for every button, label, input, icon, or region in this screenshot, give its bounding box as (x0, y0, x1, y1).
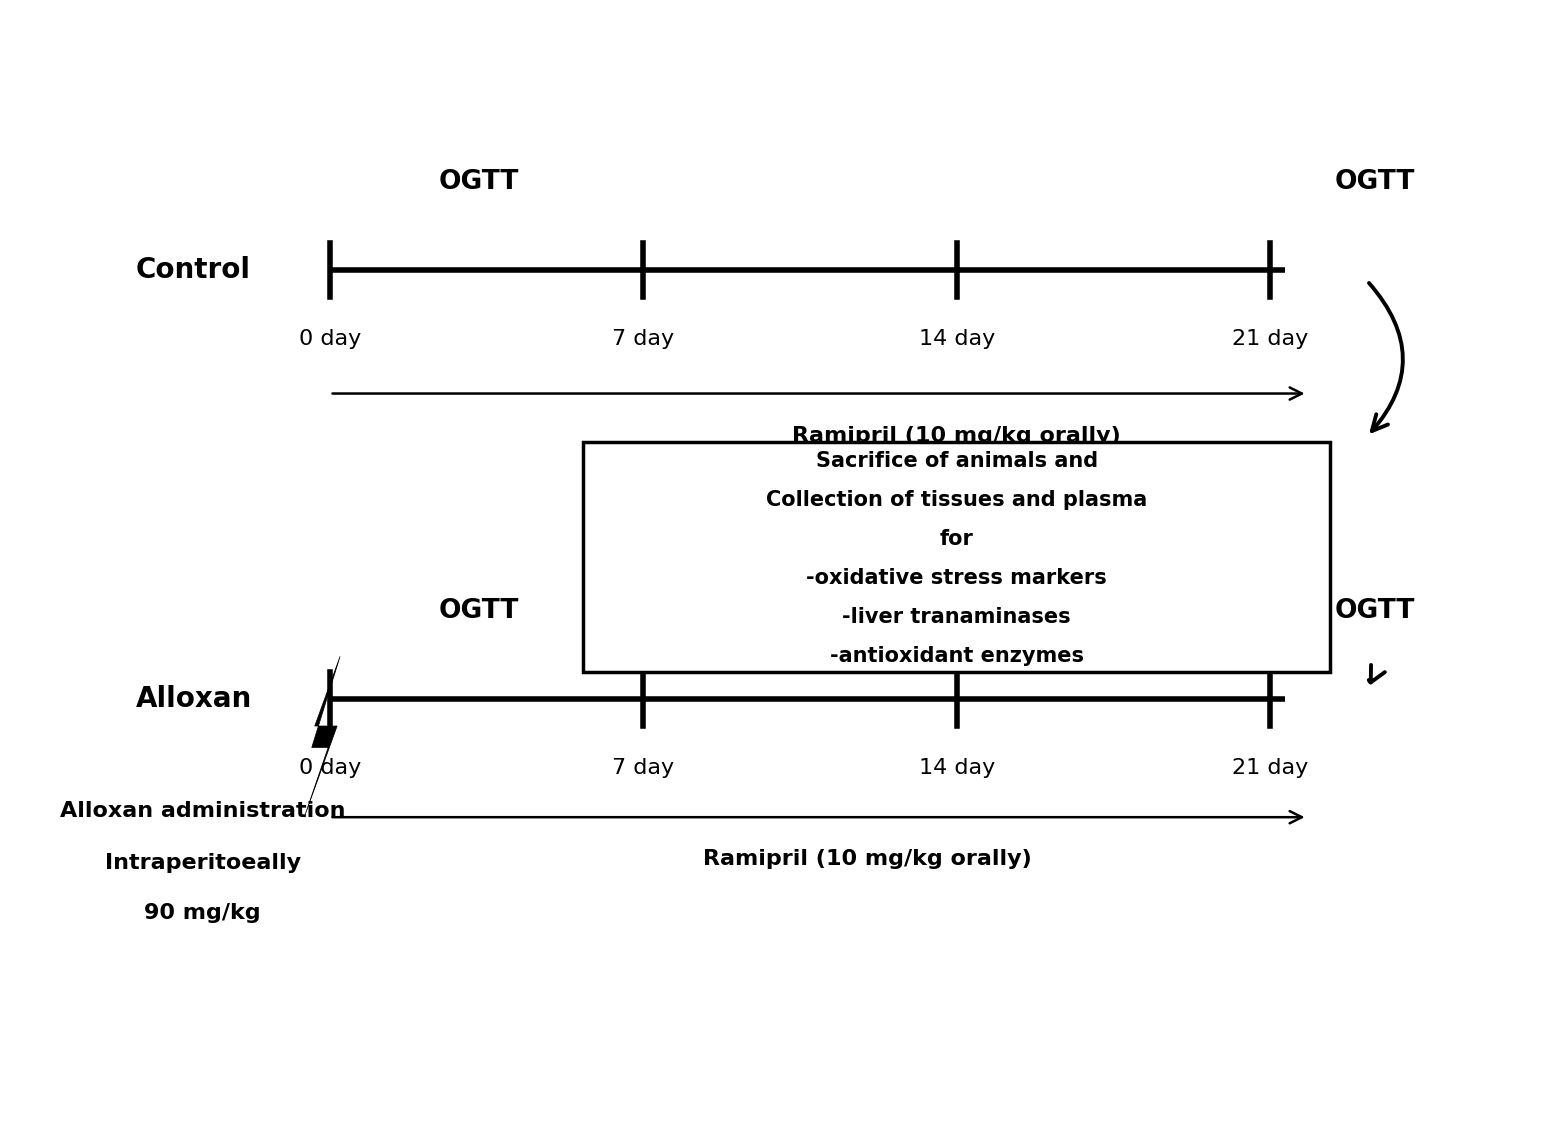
FancyBboxPatch shape (583, 442, 1330, 672)
Text: -antioxidant enzymes: -antioxidant enzymes (830, 646, 1084, 666)
Polygon shape (305, 656, 341, 817)
Text: 0 day: 0 day (299, 758, 361, 778)
Text: 7 day: 7 day (613, 329, 675, 349)
Text: OGTT: OGTT (1334, 598, 1415, 624)
Text: Collection of tissues and plasma: Collection of tissues and plasma (767, 491, 1148, 510)
Text: Control: Control (135, 257, 250, 284)
Text: OGTT: OGTT (1334, 169, 1415, 195)
Text: -liver tranaminases: -liver tranaminases (843, 607, 1071, 628)
Text: Alloxan administration: Alloxan administration (61, 801, 345, 822)
Text: 21 day: 21 day (1232, 758, 1308, 778)
Text: 7 day: 7 day (613, 758, 675, 778)
Text: 14 day: 14 day (919, 329, 995, 349)
Text: 0 day: 0 day (299, 329, 361, 349)
Text: Ramipril (10 mg/kg orally): Ramipril (10 mg/kg orally) (703, 849, 1031, 869)
Text: Intraperitoeally: Intraperitoeally (104, 852, 300, 873)
Text: 21 day: 21 day (1232, 329, 1308, 349)
Text: for: for (939, 529, 973, 549)
Text: Alloxan: Alloxan (135, 686, 252, 713)
Text: OGTT: OGTT (439, 598, 519, 624)
Text: 14 day: 14 day (919, 758, 995, 778)
Text: OGTT: OGTT (439, 169, 519, 195)
Text: Sacrifice of animals and: Sacrifice of animals and (815, 451, 1098, 471)
Text: Ramipril (10 mg/kg orally): Ramipril (10 mg/kg orally) (791, 426, 1121, 446)
Text: 90 mg/kg: 90 mg/kg (145, 903, 261, 923)
Text: -oxidative stress markers: -oxidative stress markers (805, 568, 1107, 589)
